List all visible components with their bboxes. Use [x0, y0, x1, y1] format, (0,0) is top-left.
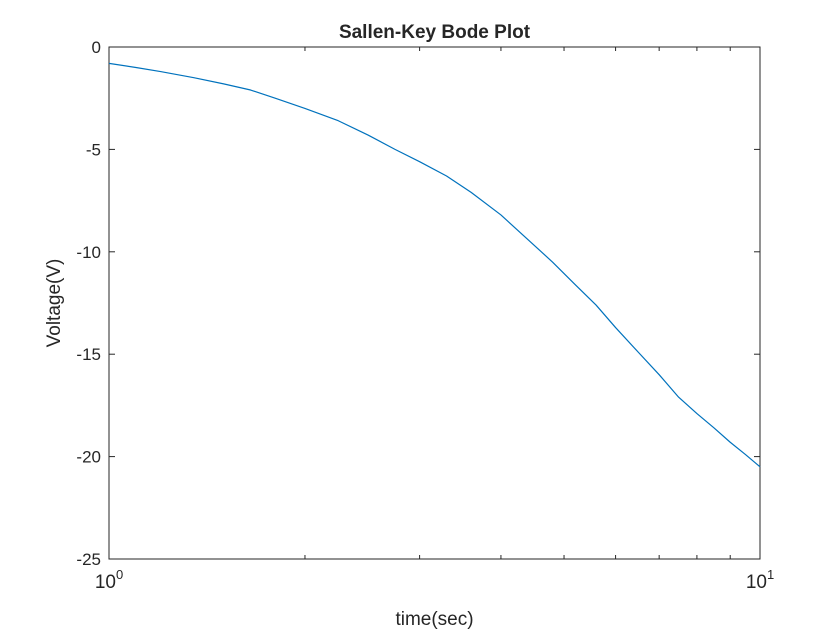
y-tick-label: -25 [76, 550, 101, 569]
series-layer [108, 62, 761, 468]
y-axis-label: Voltage(V) [44, 259, 65, 348]
plot-area [108, 46, 761, 560]
y-tick-label: 0 [92, 38, 101, 57]
y-tick-label: -20 [76, 448, 101, 467]
y-tick-label: -10 [76, 243, 101, 262]
x-axis-label: time(sec) [395, 609, 473, 630]
x-tick-label: 100 [95, 567, 123, 593]
series-line [108, 62, 761, 468]
y-tick-label: -15 [76, 345, 101, 364]
x-tick-label: 101 [746, 567, 774, 593]
chart-title: Sallen-Key Bode Plot [339, 22, 531, 43]
y-tick-label: -5 [86, 140, 101, 159]
x-axis: 100 101 [95, 47, 774, 593]
y-axis: 0 -5 -10 -15 -20 -25 [76, 38, 760, 569]
